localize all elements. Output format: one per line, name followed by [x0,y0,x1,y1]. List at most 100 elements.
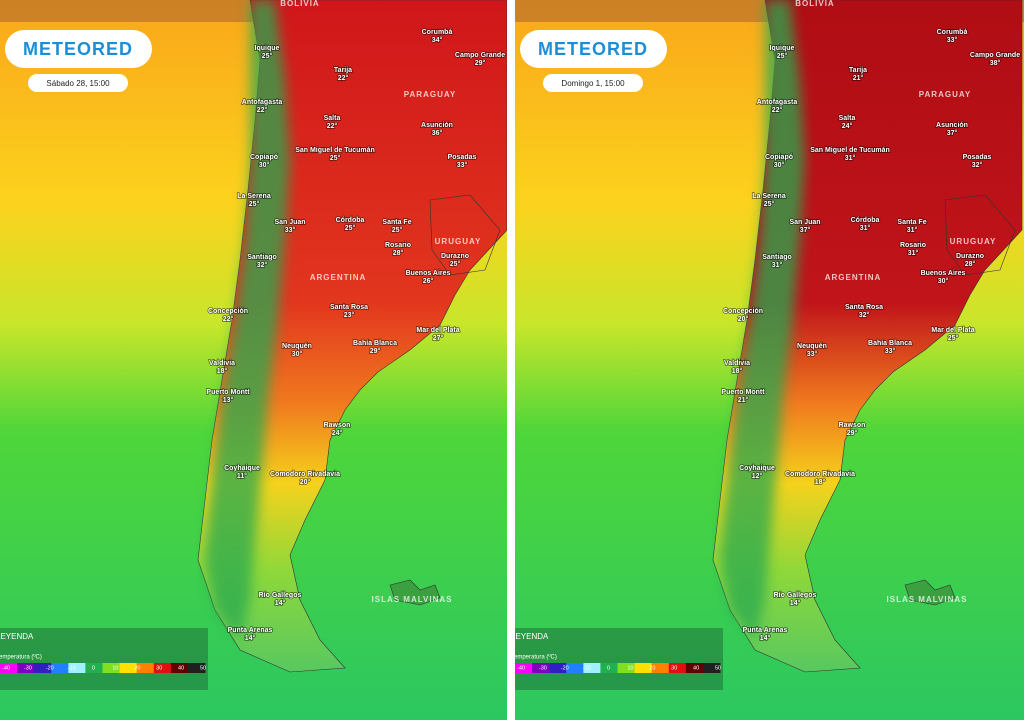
city-temp: 29° [370,347,381,355]
city-temp: 13° [223,396,234,404]
legend-swatch [549,663,567,673]
city-temp: 22° [223,315,234,323]
country-label: ARGENTINA [825,273,882,282]
city-temp: 29° [847,429,858,437]
islands [904,579,956,606]
city-name: Antofagasta [242,99,283,106]
city-name: Copiapó [765,154,793,161]
city-temp: 25° [948,334,959,342]
city-temp: 22° [327,122,338,130]
legend-tick: -20 [46,665,54,671]
logo-pill [520,30,667,68]
city-temp: 31° [908,249,919,257]
legend-tick: -10 [68,665,76,671]
city-name: San Miguel de Tucumán [295,147,375,154]
city-temp: 27° [433,334,444,342]
city-name: Neuquén [282,343,312,350]
city-name: San Juan [274,219,305,226]
legend-tick: -10 [583,665,591,671]
city-temp: 25° [345,224,356,232]
legend-tick: 40 [693,665,699,671]
legend-swatch [702,663,721,673]
map-panel: METEORED Domingo 1, 15:00 BOLIVIA PARAGUAY A… [515,0,1024,720]
city-name: Buenos Aires [921,270,966,277]
city-temp: 18° [815,478,826,486]
city-name: Campo Grande [455,52,505,59]
city-temp: 37° [947,129,958,137]
city-temp: 33° [285,226,296,234]
city-name: San Miguel de Tucumán [810,147,890,154]
city-temp: 22° [257,106,268,114]
city-name: Córdoba [851,217,880,224]
city-name: Santa Rosa [845,304,883,311]
city-temp: 32° [972,161,983,169]
city-name: Posadas [448,154,477,161]
legend-swatch [668,663,687,673]
city-temp: 24° [332,429,343,437]
city-temp: 30° [259,161,270,169]
city-temp: 25° [392,226,403,234]
legend-swatch [583,663,601,673]
city-temp: 31° [845,154,856,162]
city-temp: 32° [257,261,268,269]
legend-tick: 0 [92,665,95,671]
legend-tick: 10 [112,665,118,671]
legend-swatch [566,663,584,673]
city-name: Santiago [762,254,792,261]
logo-pill [5,30,152,68]
city-name: Bahía Blanca [868,340,912,347]
legend-tick: -40 [517,665,525,671]
logo: METEORED [23,39,133,59]
legend-tick: 30 [671,665,677,671]
legend-title: LEYENDA [0,632,34,641]
city-temp: 38° [990,59,1001,67]
city-name: Tarija [334,67,352,74]
city-temp: 30° [292,350,303,358]
legend-swatch [68,663,86,673]
legend-tick: -20 [561,665,569,671]
city-name: Valdivia [209,360,235,367]
city-temp: 30° [938,277,949,285]
city-temp: 25° [262,52,273,60]
legend-tick: -30 [24,665,32,671]
city-name: La Serena [237,193,271,200]
city-name: Posadas [963,154,992,161]
legend-swatch [600,663,618,673]
legend-swatch [515,663,533,673]
city-name: San Juan [789,219,820,226]
legend-tick: 20 [134,665,140,671]
city-temp: 26° [423,277,434,285]
city-temp: 25° [450,260,461,268]
city-name: Santiago [247,254,277,261]
city-name: Coyhaique [739,465,775,472]
city-name: Durazno [441,253,469,260]
city-name: Iquique [770,45,795,52]
city-name: Campo Grande [970,52,1020,59]
country-label: PARAGUAY [404,90,456,99]
city-temp: 31° [907,226,918,234]
legend-tick: 20 [649,665,655,671]
time-pill [543,74,643,92]
city-temp: 21° [738,396,749,404]
legend-swatch [170,663,189,673]
islands [389,579,441,606]
city-temp: 11° [237,472,247,480]
legend-tick: 50 [200,665,206,671]
city-temp: 36° [432,129,443,137]
legend-box [515,628,723,690]
legend-tick: 40 [178,665,184,671]
city-name: Durazno [956,253,984,260]
legend-tick: 30 [156,665,162,671]
legend-title: LEYENDA [515,632,549,641]
city-name: Copiapó [250,154,278,161]
city-temp: 14° [790,599,801,607]
legend-tick: 0 [607,665,610,671]
legend-box [0,628,208,690]
city-name: Concepción [723,308,763,315]
city-name: Puerto Montt [721,389,765,396]
city-name: Rawson [839,422,866,429]
border [429,194,501,276]
legend-swatch [617,663,636,673]
legend-swatch [51,663,69,673]
